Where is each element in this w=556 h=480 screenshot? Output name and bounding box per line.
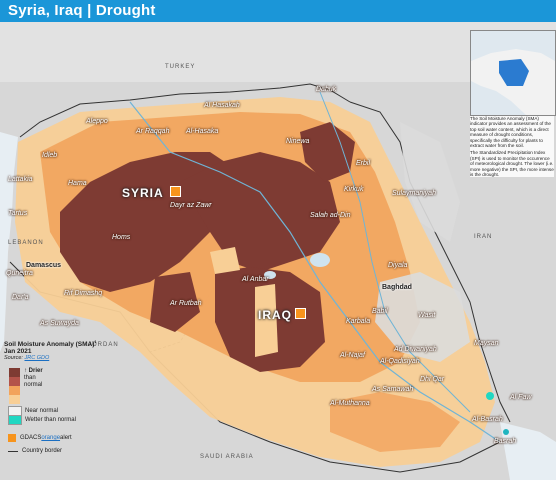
place-label: Babil <box>372 308 388 315</box>
locator-svg <box>471 31 555 115</box>
title-bar: Syria, Iraq | Drought <box>0 0 556 22</box>
gdacs-alert-icon[interactable] <box>170 186 181 197</box>
place-label: Al-Najaf <box>340 352 365 359</box>
place-label: Dayr az Zawr <box>170 202 212 209</box>
place-label: Quneitra <box>6 270 33 277</box>
country-label-lebanon: LEBANON <box>8 240 44 246</box>
place-label: Wasit <box>418 312 436 319</box>
place-label: Dahuk <box>316 86 337 93</box>
country-label-turkey: TURKEY <box>165 64 196 70</box>
map-svg <box>0 22 556 480</box>
map-legend: Soil Moisture Anomaly (SMA)1 Jan 2021 So… <box>4 338 134 480</box>
place-label: Salah ad-Din <box>310 212 351 219</box>
place-label: Ar Rutbah <box>170 300 202 307</box>
place-label: As Suwayda <box>40 320 79 327</box>
legend-border: Country border <box>8 448 62 454</box>
gdacs-alert-icon[interactable] <box>295 308 306 319</box>
place-label: Sulaymaniyah <box>392 190 436 197</box>
place-label: Al-Hasaka <box>186 128 219 135</box>
place-label-capital: Damascus <box>26 262 62 269</box>
source-link[interactable]: JRC GDO <box>24 355 50 362</box>
country-label-iran: IRAN <box>474 234 493 240</box>
place-label: Ninewa <box>286 138 310 145</box>
place-label: Al-Basrah <box>472 416 503 423</box>
place-label: Al Anbar <box>242 276 269 283</box>
drier-label: ↑ Drier than normal <box>24 368 43 388</box>
place-label: Erbil <box>356 160 371 167</box>
gdacs-icon <box>8 434 16 442</box>
place-label: Ad Diwaniyah <box>394 346 437 353</box>
page-title: Syria, Iraq | Drought <box>8 2 156 19</box>
place-label: Al Hasakah <box>204 102 240 109</box>
legend-wetter: Wetter than normal <box>8 414 76 425</box>
gdacs-link[interactable]: orange <box>41 435 61 441</box>
country-label-saudi-arabia: SAUDI ARABIA <box>200 454 254 460</box>
wetter-swatch <box>8 414 22 425</box>
place-label: Dhi Qar <box>420 376 445 383</box>
place-label: Lattakia <box>8 176 33 183</box>
place-label: Tartus <box>8 210 28 217</box>
place-label: Kirkuk <box>344 186 364 193</box>
place-label: Al-Qadisiyah <box>380 358 420 365</box>
place-label: Dar'a <box>12 294 29 301</box>
legend-date: Jan 2021 <box>4 348 32 356</box>
spi-note: The Standardized Precipitation Index (SP… <box>470 150 554 178</box>
place-label: Diyala <box>388 262 408 269</box>
locator-inset-map <box>470 30 556 116</box>
drought-map[interactable] <box>0 22 556 480</box>
place-label: Al-Muthanna <box>330 400 370 407</box>
legend-title: Soil Moisture Anomaly (SMA)1 <box>4 339 97 349</box>
place-label: Maysan <box>474 340 499 347</box>
country-label-syria: SYRIA <box>122 186 164 200</box>
country-label-jordan: JORDAN <box>88 342 119 348</box>
legend-gdacs: GDACS orange alert <box>8 434 72 442</box>
place-label: Homs <box>112 234 131 241</box>
sma-note: The Soil Moisture Anomaly (SMA) indicato… <box>470 116 551 149</box>
place-label: Ar Raqqah <box>136 128 170 135</box>
place-label: Idleb <box>42 152 58 159</box>
place-label-capital: Baghdad <box>382 284 412 291</box>
country-label-iraq: IRAQ <box>258 308 292 322</box>
place-label: As Samawah <box>372 386 414 393</box>
place-label: Karbala <box>346 318 371 325</box>
place-label: Hama <box>68 180 87 187</box>
border-line-icon <box>8 450 18 452</box>
place-label: Aleppo <box>86 118 108 125</box>
legend-source: Source: JRC GDO <box>4 355 50 362</box>
place-label: Al Faw <box>510 394 532 401</box>
place-label: Basrah <box>494 438 517 445</box>
indicator-notes: The Soil Moisture Anomaly (SMA) indicato… <box>470 116 554 178</box>
drier-gradient <box>9 368 20 404</box>
place-label: Rif Dimashq <box>64 290 103 297</box>
